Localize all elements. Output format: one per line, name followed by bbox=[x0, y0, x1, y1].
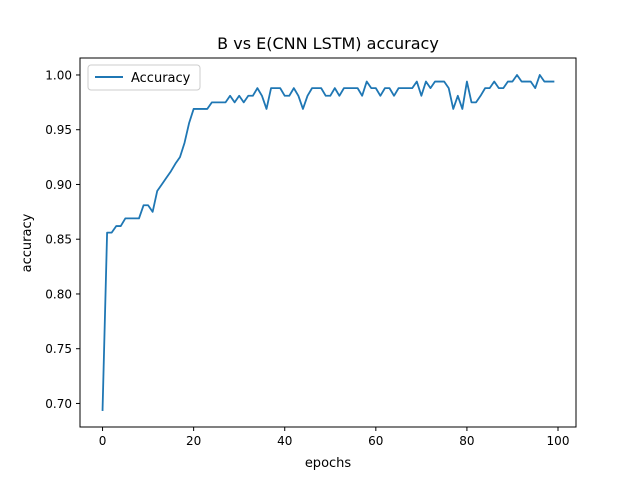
y-tick-label: 0.75 bbox=[45, 342, 72, 356]
axes-frame bbox=[79, 57, 577, 428]
axes: 0 20 40 60 80 100 0.70 0.75 0.80 0.85 0.90 0.95 1.00 bbox=[45, 57, 577, 448]
series-line-accuracy bbox=[101, 74, 555, 411]
legend-box bbox=[87, 64, 201, 91]
y-tick-label: 0.95 bbox=[45, 123, 72, 137]
legend: Accuracy bbox=[87, 64, 201, 91]
y-axis-label: accuracy bbox=[20, 213, 35, 272]
y-tick-label: 0.90 bbox=[45, 178, 72, 192]
y-tick-label: 1.00 bbox=[45, 68, 72, 82]
plot-area bbox=[101, 74, 555, 411]
x-tick-label: 80 bbox=[459, 434, 474, 448]
x-tick-label: 20 bbox=[186, 434, 201, 448]
legend-label-accuracy: Accuracy bbox=[131, 71, 191, 86]
x-tick-label: 0 bbox=[99, 434, 107, 448]
x-axis-label: epochs bbox=[305, 456, 352, 471]
x-tick-label: 40 bbox=[277, 434, 292, 448]
chart-title: B vs E(CNN LSTM) accuracy bbox=[217, 34, 439, 53]
x-tick-label: 60 bbox=[368, 434, 383, 448]
y-tick-label: 0.70 bbox=[45, 397, 72, 411]
y-tick-label: 0.85 bbox=[45, 233, 72, 247]
x-tick-label: 100 bbox=[547, 434, 570, 448]
y-tick-label: 0.80 bbox=[45, 287, 72, 301]
